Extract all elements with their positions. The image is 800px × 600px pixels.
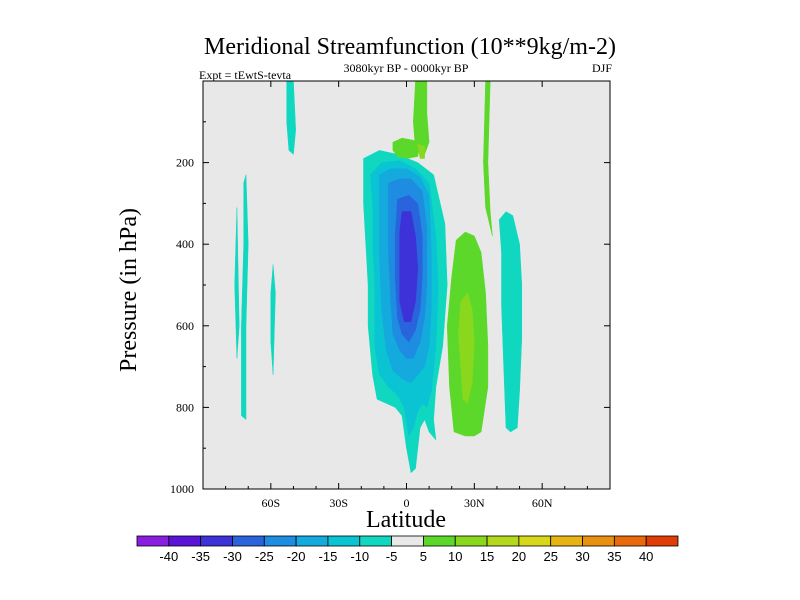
colorbar-swatch-6 xyxy=(327,535,361,547)
colorbar-swatch-3 xyxy=(232,535,265,547)
colorbar-swatch-9 xyxy=(423,535,456,547)
axis-ticks: 60S 30S 0 30N 60N 200 400 600 800 1000 xyxy=(170,81,610,510)
colorbar-label: -25 xyxy=(255,549,274,564)
colorbar-swatch-8 xyxy=(391,535,424,547)
y-axis-label: Pressure (in hPa) xyxy=(116,208,142,372)
colorbar-label: -5 xyxy=(386,549,398,564)
x-tick-label: 60S xyxy=(261,496,280,510)
colorbar-swatch-11 xyxy=(486,535,520,547)
chart-title: Meridional Streamfunction (10**9kg/m-2) xyxy=(204,34,616,60)
colorbar-label: -40 xyxy=(159,549,178,564)
colorbar-swatch-7 xyxy=(359,535,392,547)
colorbar-label: 15 xyxy=(480,549,494,564)
contour-region-11 xyxy=(413,80,430,155)
colorbar-swatch-1 xyxy=(168,535,202,547)
colorbar-label: 25 xyxy=(543,549,557,564)
colorbar-label: 40 xyxy=(639,549,653,564)
colorbar-label: 35 xyxy=(607,549,621,564)
y-tick-label: 600 xyxy=(176,319,194,333)
experiment-label: Expt = tEwtS-tevta xyxy=(199,68,292,82)
colorbar-label: -30 xyxy=(223,549,242,564)
x-tick-label: 30N xyxy=(464,496,485,510)
period-label: 3080kyr BP - 0000kyr BP xyxy=(344,61,469,75)
colorbar-swatch-10 xyxy=(454,535,488,547)
contour-region-8 xyxy=(399,211,419,322)
contour-region-1 xyxy=(241,174,249,421)
x-tick-label: 60N xyxy=(532,496,553,510)
x-tick-label: 0 xyxy=(404,496,410,510)
colorbar-swatch-16 xyxy=(645,535,679,547)
contour-region-15 xyxy=(458,292,475,404)
contour-region-16 xyxy=(417,143,425,159)
colorbar-label: -15 xyxy=(319,549,338,564)
colorbar-label: -35 xyxy=(191,549,210,564)
y-tick-label: 400 xyxy=(176,237,194,251)
colorbar-swatch-2 xyxy=(200,535,233,547)
colorbar-swatch-12 xyxy=(518,535,552,547)
colorbar-label: 5 xyxy=(420,549,427,564)
colorbar-label: 20 xyxy=(512,549,526,564)
plot-area: 60S 30S 0 30N 60N 200 400 600 800 1000 xyxy=(170,80,611,510)
y-tick-label: 1000 xyxy=(170,482,194,496)
colorbar-swatch-13 xyxy=(550,535,583,547)
contour-region-10 xyxy=(270,264,276,375)
colorbar-swatch-0 xyxy=(136,535,170,547)
contour-fills xyxy=(234,80,523,474)
contour-region-13 xyxy=(483,80,493,237)
colorbar: -40 -35 -30 -25 -20 -15 -10 -5 5 10 15 20 25 30 35 40 xyxy=(136,535,679,564)
contour-region-9 xyxy=(498,211,523,433)
colorbar-label: -20 xyxy=(287,549,306,564)
contour-region-0 xyxy=(234,207,240,359)
x-tick-label: 30S xyxy=(329,496,348,510)
colorbar-swatch-4 xyxy=(263,535,297,547)
colorbar-swatch-14 xyxy=(582,535,615,547)
colorbar-label: -10 xyxy=(350,549,369,564)
colorbar-label: 30 xyxy=(575,549,589,564)
colorbar-swatch-5 xyxy=(295,535,329,547)
x-axis-label: Latitude xyxy=(366,507,446,533)
contour-region-12 xyxy=(392,137,421,159)
season-label: DJF xyxy=(592,61,612,75)
colorbar-swatch-15 xyxy=(613,535,647,547)
colorbar-label: 10 xyxy=(448,549,462,564)
y-tick-label: 200 xyxy=(176,156,194,170)
y-tick-label: 800 xyxy=(176,400,194,414)
